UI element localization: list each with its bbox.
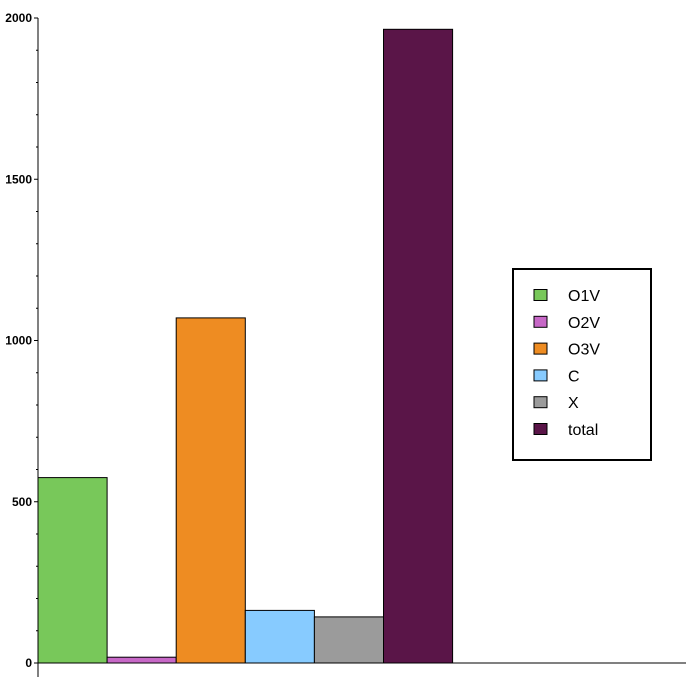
legend-label-c: C [568,368,580,385]
bar-x [313,616,384,664]
legend-label-x: X [568,395,579,412]
y-tick-label: 500 [12,495,32,509]
bar-o3v [175,317,246,664]
bar-o1v [37,477,108,664]
y-ticks-group: 0 500 1000 1500 2000 [5,11,38,670]
bar-o2v [106,656,177,664]
bar-c [244,609,315,664]
y-tick-label: 1000 [5,334,32,348]
bars-group [37,28,454,664]
legend-label-o3v: O3V [568,342,600,359]
legend-swatch-x [533,396,548,409]
legend-swatch-o1v [533,289,548,301]
bar-total [383,28,454,664]
legend-swatch-c [533,369,548,382]
axes-group: 0 500 1000 1500 2000 [5,11,686,677]
legend-label-o2v: O2V [568,315,600,332]
y-tick-label: 1500 [5,172,32,186]
legend-swatch-total [533,423,548,435]
y-tick-label: 2000 [5,11,32,25]
y-tick-label: 0 [25,656,32,670]
legend-label-total: total [568,422,598,439]
legend-label-o1v: O1V [568,288,600,305]
legend-swatch-o3v [533,342,548,355]
legend-swatch-o2v [533,315,548,328]
